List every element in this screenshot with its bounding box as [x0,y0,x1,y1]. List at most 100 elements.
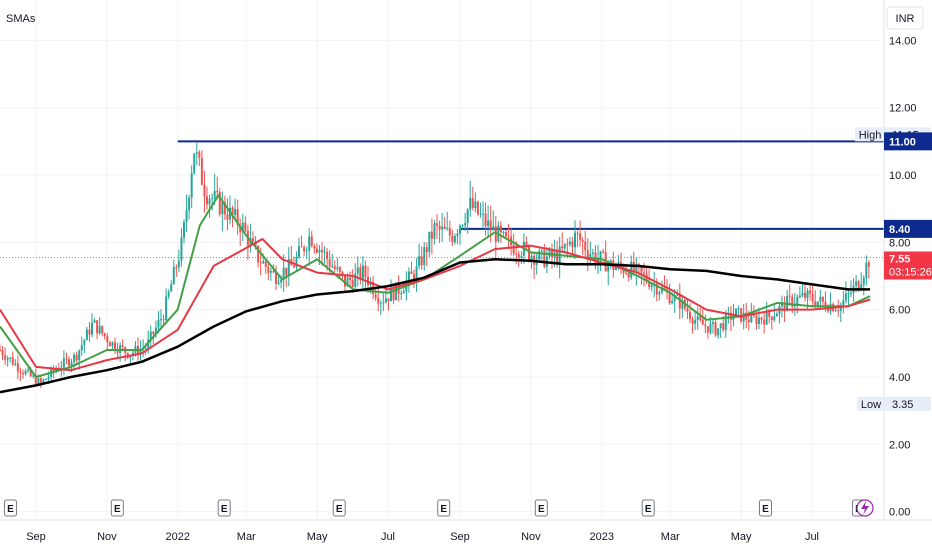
candle-body[interactable] [446,227,449,229]
candle-body[interactable] [443,226,446,229]
candle-body[interactable] [180,237,183,261]
candle-body[interactable] [671,301,674,304]
candle-body[interactable] [423,247,426,266]
candle-body[interactable] [195,152,198,154]
candle-body[interactable] [208,199,211,205]
candle-body[interactable] [816,301,819,306]
candle-body[interactable] [625,272,628,274]
candle-body[interactable] [98,325,101,334]
candle-body[interactable] [216,191,219,193]
candle-body[interactable] [413,273,416,281]
candle-body[interactable] [203,184,206,197]
candle-body[interactable] [673,295,676,302]
candle-body[interactable] [52,368,55,372]
candle-body[interactable] [157,319,160,328]
candle-body[interactable] [73,354,76,363]
candle-body[interactable] [349,277,352,280]
candle-body[interactable] [420,256,423,266]
candle-body[interactable] [630,261,633,278]
candle-body[interactable] [88,329,91,335]
candle-body[interactable] [691,319,694,324]
candle-body[interactable] [190,173,193,198]
candle-body[interactable] [315,248,318,253]
candle-body[interactable] [461,225,464,227]
candle-body[interactable] [796,297,799,304]
candle-body[interactable] [574,232,577,248]
candle-body[interactable] [701,319,704,325]
candle-body[interactable] [308,236,311,251]
candle-body[interactable] [175,266,178,268]
candle-body[interactable] [806,290,809,299]
candle-body[interactable] [303,246,306,252]
candle-body[interactable] [627,273,630,278]
candle-body[interactable] [111,342,114,347]
candle-body[interactable] [211,197,214,200]
candle-body[interactable] [402,291,405,294]
candle-body[interactable] [259,262,262,264]
candle-body[interactable] [407,271,410,281]
candle-body[interactable] [505,232,508,237]
candle-body[interactable] [709,323,712,333]
candle-body[interactable] [719,323,722,329]
candle-body[interactable] [19,371,22,373]
candle-body[interactable] [499,225,502,233]
candle-body[interactable] [6,358,9,360]
earnings-marker[interactable] [332,499,346,517]
candle-body[interactable] [14,363,17,365]
candle-body[interactable] [162,319,165,321]
candle-body[interactable] [747,319,750,323]
candle-body[interactable] [502,232,505,234]
candle-body[interactable] [750,313,753,323]
candle-body[interactable] [198,152,201,158]
candle-body[interactable] [722,323,725,330]
candle-body[interactable] [37,378,40,385]
candle-body[interactable] [91,322,94,335]
candle-body[interactable] [525,241,528,246]
candle-body[interactable] [801,292,804,296]
candle-body[interactable] [556,251,559,264]
candle-body[interactable] [4,355,7,360]
candle-body[interactable] [650,284,653,287]
candle-body[interactable] [68,359,71,366]
lightning-icon[interactable] [856,499,874,517]
candle-body[interactable] [390,287,393,302]
candle-body[interactable] [706,326,709,333]
candle-body[interactable] [837,310,840,312]
candle-body[interactable] [798,295,801,298]
candle-body[interactable] [775,313,778,317]
candle-body[interactable] [581,240,584,242]
candle-body[interactable] [515,253,518,255]
sma-lines[interactable] [0,194,871,394]
horizontal-levels[interactable] [177,140,884,230]
candle-body[interactable] [763,319,766,325]
candle-body[interactable] [264,261,267,267]
candle-body[interactable] [768,310,771,317]
candle-body[interactable] [660,287,663,293]
candle-body[interactable] [144,347,147,349]
candle-body[interactable] [282,267,285,280]
candle-body[interactable] [640,266,643,273]
candle-body[interactable] [865,262,868,279]
candle-body[interactable] [788,295,791,297]
candle-body[interactable] [377,298,380,304]
candle-body[interactable] [635,264,638,272]
candle-body[interactable] [655,283,658,295]
candle-body[interactable] [855,281,858,286]
candle-body[interactable] [193,153,196,174]
candle-body[interactable] [576,232,579,234]
candle-body[interactable] [770,316,773,321]
candle-body[interactable] [344,274,347,287]
candle-body[interactable] [356,267,359,274]
candle-body[interactable] [24,370,27,375]
candle-body[interactable] [269,270,272,273]
candle-body[interactable] [354,273,357,287]
candle-body[interactable] [773,316,776,321]
candle-body[interactable] [607,264,610,272]
candle-body[interactable] [374,294,377,299]
candle-body[interactable] [106,336,109,343]
sma-line-2[interactable] [0,238,871,372]
candle-body[interactable] [668,291,671,304]
candle-body[interactable] [474,201,477,208]
candle-body[interactable] [70,362,73,366]
candle-body[interactable] [160,319,163,321]
